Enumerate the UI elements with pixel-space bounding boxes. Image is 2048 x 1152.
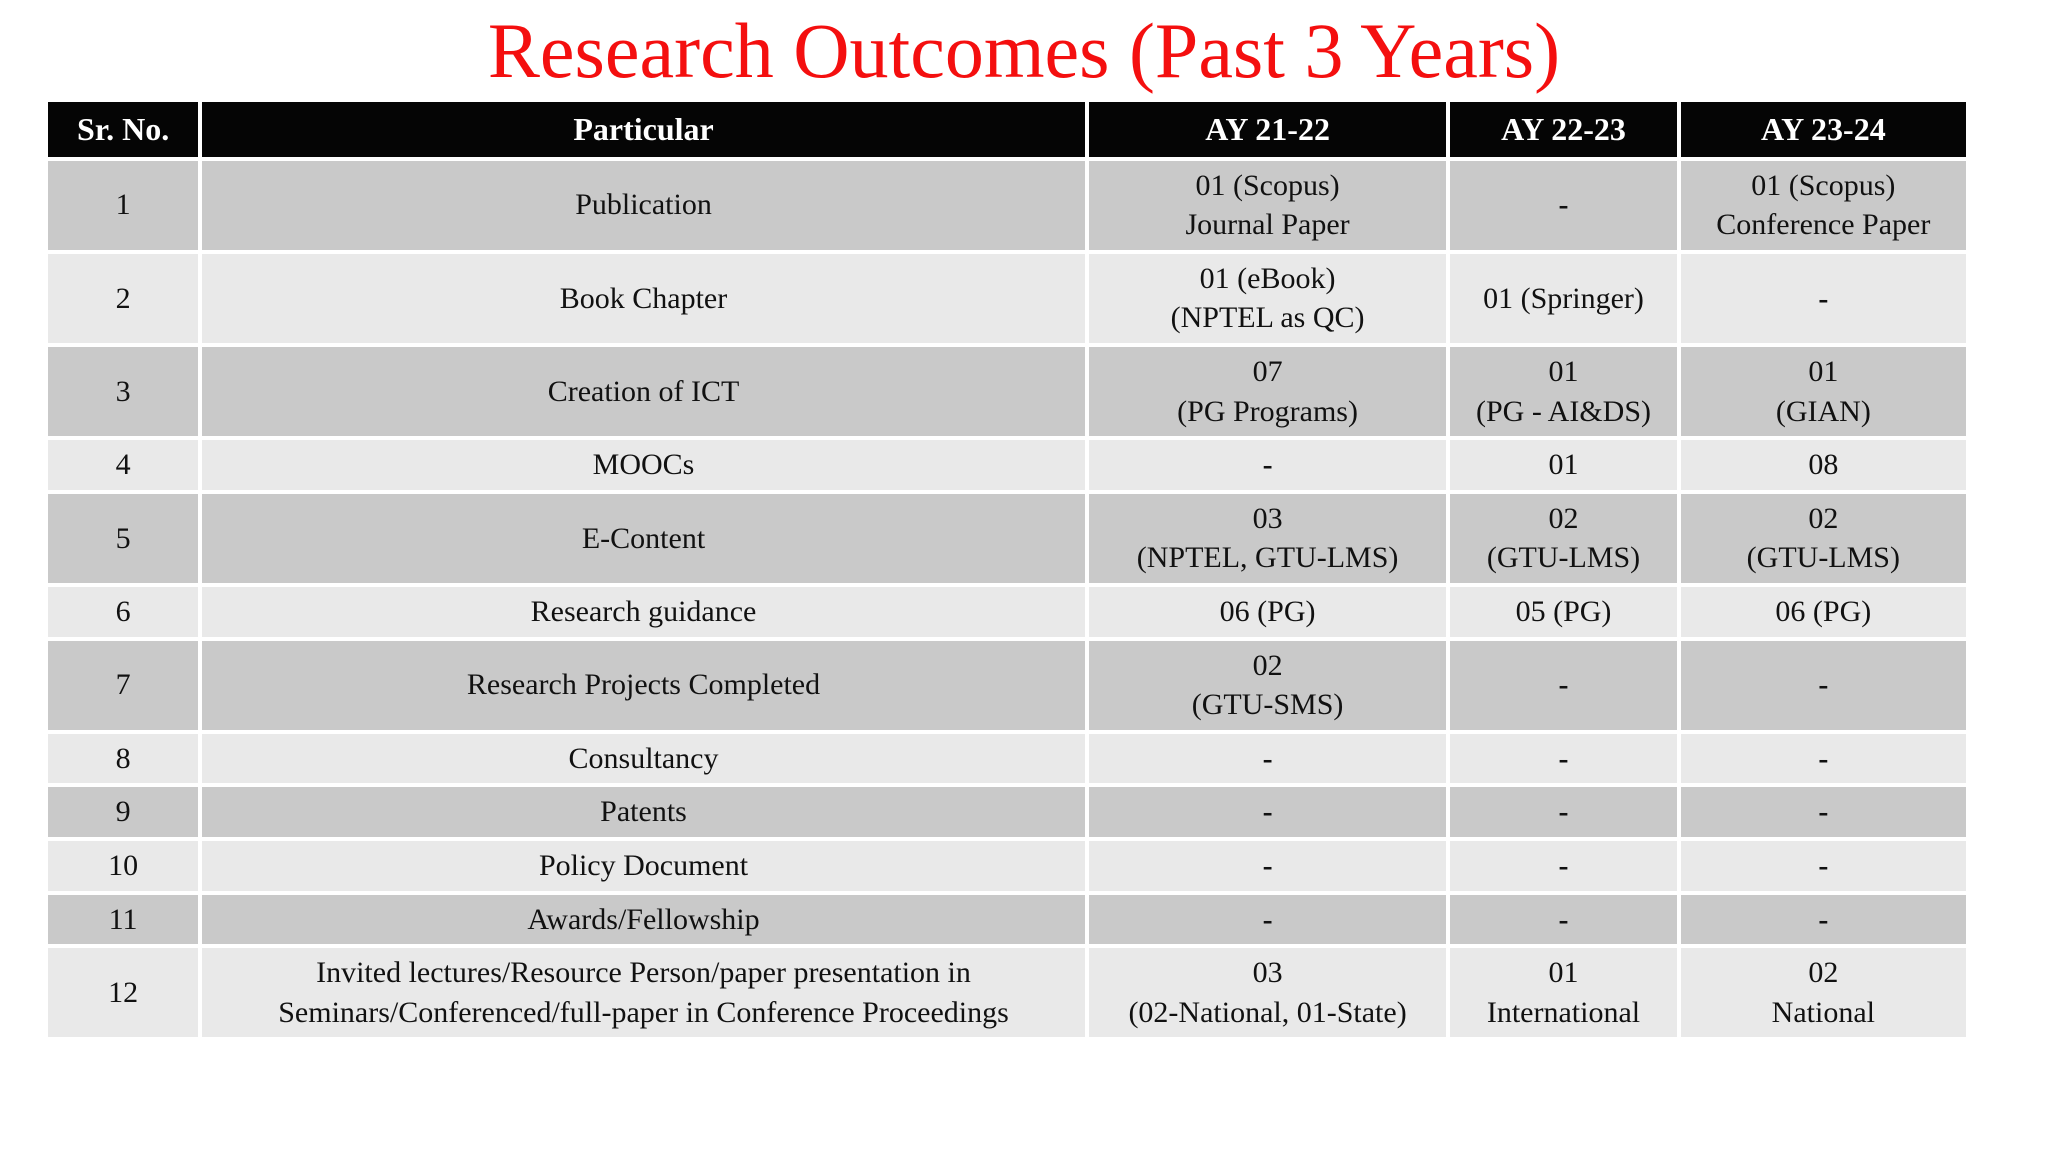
cell-sr-no: 1 <box>48 160 199 250</box>
cell-particular: Invited lectures/Resource Person/paper p… <box>202 948 1085 1038</box>
cell-ay-21-22: 01 (eBook) (NPTEL as QC) <box>1088 253 1447 344</box>
cell-particular: Book Chapter <box>202 253 1085 344</box>
cell-ay-22-23: 01 (Springer) <box>1450 253 1677 344</box>
cell-ay-21-22: 02 (GTU-SMS) <box>1088 640 1447 730</box>
cell-ay-21-22: 06 (PG) <box>1088 587 1447 637</box>
cell-ay-21-22: 01 (Scopus) Journal Paper <box>1088 160 1447 250</box>
cell-ay-23-24: 06 (PG) <box>1680 587 1966 637</box>
cell-ay-23-24: - <box>1680 841 1966 891</box>
cell-particular: E-Content <box>202 493 1085 584</box>
cell-ay-22-23: 02 (GTU-LMS) <box>1450 493 1677 584</box>
table-row: 4 MOOCs -01 08 <box>48 440 1966 490</box>
table-row: 9 Patents - - - <box>48 787 1966 837</box>
page-title: Research Outcomes (Past 3 Years) <box>487 7 1561 94</box>
cell-particular: Research Projects Completed <box>202 640 1085 730</box>
cell-particular: Consultancy <box>202 733 1085 784</box>
cell-ay-23-24: - <box>1680 733 1966 784</box>
cell-particular: MOOCs <box>202 440 1085 490</box>
cell-sr-no: 7 <box>48 640 199 730</box>
cell-ay-21-22: - <box>1088 787 1447 837</box>
cell-sr-no: 5 <box>48 493 199 584</box>
cell-ay-23-24: - <box>1680 787 1966 837</box>
cell-ay-21-22: 03 (NPTEL, GTU-LMS) <box>1088 493 1447 584</box>
cell-particular: Creation of ICT <box>202 347 1085 437</box>
cell-ay-22-23: 01 <box>1450 440 1677 490</box>
cell-ay-23-24: 08 <box>1680 440 1966 490</box>
table-row: 5 E-Content 03 (NPTEL, GTU-LMS) 02 (GTU-LMS… <box>48 493 1966 584</box>
table-header-row: Sr. No. Particular AY 21-22 AY 22-23 AY 23-2… <box>48 101 1966 157</box>
table-row: 1 Publication 01 (Scopus) Journal Paper -01… <box>48 160 1966 250</box>
cell-sr-no: 6 <box>48 587 199 637</box>
cell-ay-21-22: - <box>1088 440 1447 490</box>
table-row: 12 Invited lectures/Resource Person/paper… <box>48 948 1966 1038</box>
cell-ay-23-24: 02 National <box>1680 948 1966 1038</box>
cell-ay-23-24: 02 (GTU-LMS) <box>1680 493 1966 584</box>
cell-sr-no: 3 <box>48 347 199 437</box>
table-row: 6 Research guidance 06 (PG) 05 (PG) 06 (PG) <box>48 587 1966 637</box>
cell-ay-22-23: 01 International <box>1450 948 1677 1038</box>
cell-ay-23-24: 01 (GIAN) <box>1680 347 1966 437</box>
table-row: 7 Research Projects Completed 02 (GTU-SMS)… <box>48 640 1966 730</box>
cell-ay-22-23: - <box>1450 841 1677 891</box>
table-row: 8 Consultancy - - - <box>48 733 1966 784</box>
column-header-sr-no: Sr. No. <box>48 101 199 157</box>
table-row: 10 Policy Document - - - <box>48 841 1966 891</box>
table-row: 3 Creation of ICT 07 (PG Programs) 01 (PG -… <box>48 347 1966 437</box>
cell-ay-21-22: - <box>1088 733 1447 784</box>
cell-ay-22-23: - <box>1450 640 1677 730</box>
cell-sr-no: 4 <box>48 440 199 490</box>
table-row: 11 Awards/Fellowship - - - <box>48 894 1966 945</box>
cell-ay-21-22: 07 (PG Programs) <box>1088 347 1447 437</box>
cell-particular: Research guidance <box>202 587 1085 637</box>
cell-ay-22-23: 05 (PG) <box>1450 587 1677 637</box>
cell-ay-22-23: - <box>1450 787 1677 837</box>
column-header-ay-22-23: AY 22-23 <box>1450 101 1677 157</box>
table-body: 1 Publication 01 (Scopus) Journal Paper -01… <box>48 160 1966 1038</box>
table-row: 2 Book Chapter 01 (eBook) (NPTEL as QC) 01 … <box>48 253 1966 344</box>
cell-sr-no: 2 <box>48 253 199 344</box>
cell-particular: Patents <box>202 787 1085 837</box>
presentation-slide: Research Outcomes (Past 3 Years) Sr. No.… <box>0 10 2048 1152</box>
column-header-ay-21-22: AY 21-22 <box>1088 101 1447 157</box>
cell-ay-22-23: - <box>1450 160 1677 250</box>
cell-sr-no: 12 <box>48 948 199 1038</box>
cell-sr-no: 9 <box>48 787 199 837</box>
cell-sr-no: 10 <box>48 841 199 891</box>
cell-ay-21-22: - <box>1088 894 1447 945</box>
column-header-ay-23-24: AY 23-24 <box>1680 101 1966 157</box>
cell-sr-no: 8 <box>48 733 199 784</box>
cell-sr-no: 11 <box>48 894 199 945</box>
cell-ay-23-24: - <box>1680 640 1966 730</box>
column-header-particular: Particular <box>202 101 1085 157</box>
cell-particular: Policy Document <box>202 841 1085 891</box>
cell-ay-23-24: - <box>1680 253 1966 344</box>
cell-particular: Publication <box>202 160 1085 250</box>
cell-ay-21-22: - <box>1088 841 1447 891</box>
cell-ay-23-24: 01 (Scopus) Conference Paper <box>1680 160 1966 250</box>
research-outcomes-table: Sr. No. Particular AY 21-22 AY 22-23 AY 23-2… <box>44 98 1970 1041</box>
cell-ay-22-23: - <box>1450 894 1677 945</box>
cell-ay-22-23: 01 (PG - AI&DS) <box>1450 347 1677 437</box>
cell-ay-21-22: 03 (02-National, 01-State) <box>1088 948 1447 1038</box>
cell-particular: Awards/Fellowship <box>202 894 1085 945</box>
cell-ay-23-24: - <box>1680 894 1966 945</box>
cell-ay-22-23: - <box>1450 733 1677 784</box>
